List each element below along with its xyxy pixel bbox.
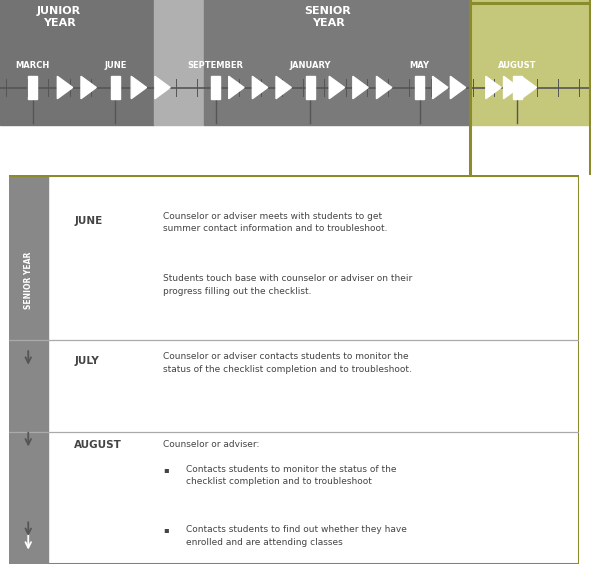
Text: Contacts students to find out whether they have
enrolled and are attending class: Contacts students to find out whether th…	[186, 525, 407, 547]
Text: JUNE: JUNE	[104, 61, 126, 70]
Text: MARCH: MARCH	[15, 61, 50, 70]
Text: SENIOR
YEAR: SENIOR YEAR	[304, 6, 352, 28]
Text: SENIOR YEAR: SENIOR YEAR	[24, 251, 33, 309]
Polygon shape	[486, 76, 501, 99]
Polygon shape	[376, 76, 392, 99]
Bar	[154, 0, 204, 125]
Text: Counselor or adviser meets with students to get
summer contact information and t: Counselor or adviser meets with students…	[163, 212, 387, 234]
Polygon shape	[229, 76, 244, 99]
Polygon shape	[504, 76, 519, 99]
Polygon shape	[521, 76, 537, 99]
Text: JUNE: JUNE	[74, 216, 103, 226]
Polygon shape	[81, 76, 96, 99]
Text: JULY: JULY	[74, 356, 99, 366]
Bar	[470, 0, 591, 125]
Text: AUGUST: AUGUST	[498, 61, 537, 70]
Polygon shape	[252, 76, 268, 99]
Text: ▪: ▪	[163, 465, 168, 474]
Bar	[204, 0, 470, 125]
Text: AUGUST: AUGUST	[74, 439, 122, 450]
Bar	[28, 76, 37, 99]
Bar	[9, 175, 48, 564]
Text: Students touch base with counselor or adviser on their
progress filling out the : Students touch base with counselor or ad…	[163, 274, 412, 296]
Polygon shape	[353, 76, 368, 99]
Bar	[0, 0, 154, 125]
Polygon shape	[131, 76, 147, 99]
Bar	[512, 76, 521, 99]
Polygon shape	[276, 76, 291, 99]
Polygon shape	[450, 76, 466, 99]
Text: Contacts students to monitor the status of the
checklist completion and to troub: Contacts students to monitor the status …	[186, 465, 396, 486]
Text: ▪: ▪	[163, 525, 168, 534]
Bar	[212, 76, 220, 99]
Bar	[306, 76, 315, 99]
Text: SEPTEMBER: SEPTEMBER	[188, 61, 243, 70]
Polygon shape	[57, 76, 73, 99]
Text: JUNIOR
YEAR: JUNIOR YEAR	[37, 6, 81, 28]
Text: Counselor or adviser:: Counselor or adviser:	[163, 439, 259, 448]
Polygon shape	[433, 76, 448, 99]
Polygon shape	[329, 76, 345, 99]
Text: MAY: MAY	[410, 61, 430, 70]
Text: JANUARY: JANUARY	[290, 61, 331, 70]
Polygon shape	[155, 76, 170, 99]
Bar	[415, 76, 424, 99]
Text: Counselor or adviser contacts students to monitor the
status of the checklist co: Counselor or adviser contacts students t…	[163, 352, 412, 374]
Bar	[111, 76, 119, 99]
